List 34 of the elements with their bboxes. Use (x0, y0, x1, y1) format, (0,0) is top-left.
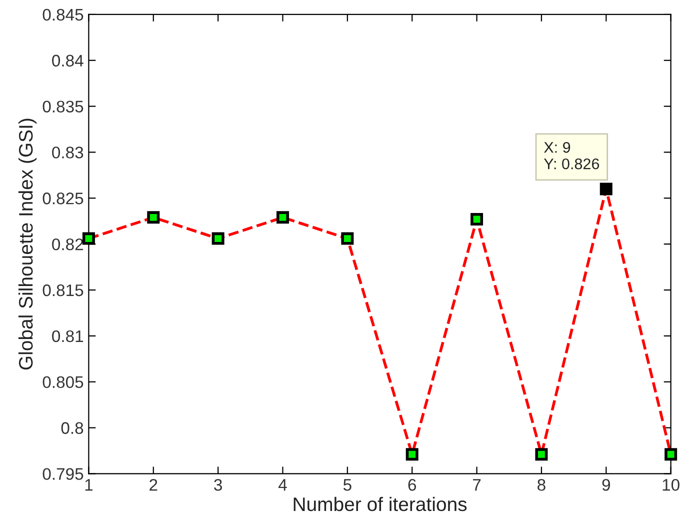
point (535, 448, 548, 461)
y-tick-label: 0.835 (42, 100, 84, 112)
y-tick-label: 0.805 (42, 376, 84, 388)
x-tick-label: 4 (278, 479, 287, 491)
point (470, 213, 484, 226)
point (276, 211, 289, 224)
x-tick-label: 10 (662, 478, 680, 491)
x-tick-label: 2 (150, 478, 158, 491)
point (82, 232, 95, 245)
y-tick-label: 0.81 (52, 330, 84, 342)
x-tick-label: 5 (343, 479, 352, 491)
y-axis-title: Global Silhouette Index (GSI) (18, 118, 37, 370)
x-tick-label: 3 (214, 478, 222, 491)
x-tick-label: 7 (473, 479, 481, 491)
y-tick-label: 0.845 (42, 8, 84, 21)
y-tick-label: 0.825 (42, 192, 84, 204)
y-tick-label: 0.82 (52, 238, 84, 250)
y-tick-label: 0.83 (52, 146, 84, 158)
point (212, 232, 224, 245)
point (147, 211, 160, 224)
x-tick-label: 9 (602, 478, 610, 491)
y-tick-label: 0.795 (42, 468, 84, 480)
y-tick-label: 0.84 (52, 54, 84, 67)
point (664, 448, 678, 461)
x-axis-title: Number of iterations (294, 496, 467, 512)
annotation: X: 9 Y: 0.826 (544, 142, 600, 170)
x-tick-label: 8 (538, 478, 546, 491)
x-tick-label: 1 (85, 479, 93, 491)
x-tick-label: 6 (408, 478, 416, 491)
point (406, 448, 418, 461)
point (341, 232, 354, 245)
point (600, 182, 612, 196)
y-tick-label: 0.815 (42, 284, 84, 296)
y-tick-label: 0.8 (61, 422, 84, 434)
